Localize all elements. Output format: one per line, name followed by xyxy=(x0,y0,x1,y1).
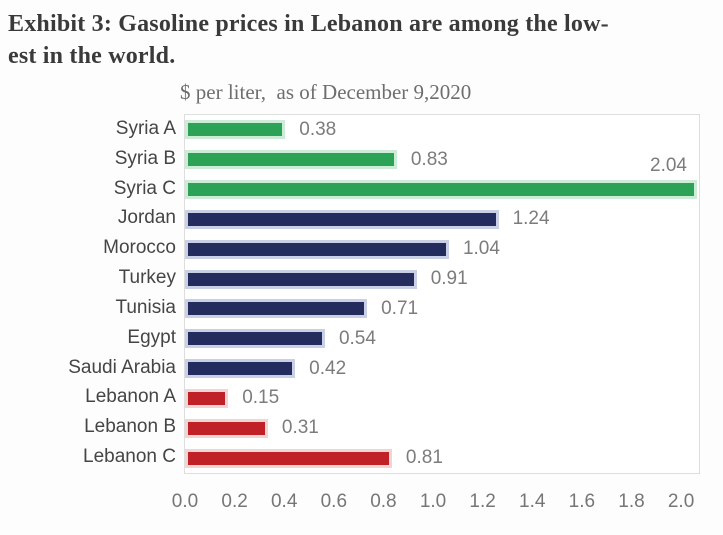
x-tick-label: 1.0 xyxy=(419,491,447,512)
value-label-lebanon-a: 0.15 xyxy=(242,387,280,409)
category-label-lebanon-b: Lebanon B xyxy=(84,416,176,438)
value-label-tunisia: 0.71 xyxy=(381,297,419,319)
bar-morocco xyxy=(185,239,449,259)
x-tick-label: 0.2 xyxy=(221,491,248,512)
value-label-lebanon-c: 0.81 xyxy=(405,447,443,469)
category-label-morocco: Morocco xyxy=(103,237,176,259)
bar-lebanon-b xyxy=(185,418,268,438)
bar-syria-c xyxy=(185,180,697,200)
category-label-syria-a: Syria A xyxy=(115,117,176,139)
chart-subtitle: $ per liter, as of December 9,2020 xyxy=(180,80,472,104)
x-tick-label: 0.0 xyxy=(171,491,199,512)
bar-syria-b xyxy=(185,150,397,170)
x-tick-label: 0.8 xyxy=(370,491,397,512)
value-label-syria-c: 2.04 xyxy=(650,155,687,177)
value-label-morocco: 1.04 xyxy=(462,238,500,260)
bar-lebanon-c xyxy=(185,448,392,468)
exhibit-title-line-1: Exhibit 3: Gasoline prices in Lebanon ar… xyxy=(8,11,609,37)
category-label-egypt: Egypt xyxy=(127,326,176,348)
bar-tunisia xyxy=(185,299,368,319)
exhibit-title-line-2: est in the world. xyxy=(8,43,176,69)
x-tick-label: 0.6 xyxy=(320,491,348,512)
bar-jordan xyxy=(185,209,499,229)
category-label-tunisia: Tunisia xyxy=(115,296,176,318)
bar-egypt xyxy=(185,329,325,349)
bar-lebanon-a xyxy=(185,388,229,408)
value-label-syria-a: 0.38 xyxy=(299,118,337,140)
category-label-turkey: Turkey xyxy=(118,267,176,289)
x-tick-label: 1.8 xyxy=(618,491,645,512)
category-label-lebanon-c: Lebanon C xyxy=(83,446,176,468)
bar-syria-a xyxy=(185,120,286,140)
x-tick-label: 1.2 xyxy=(469,491,496,512)
x-tick-label: 1.6 xyxy=(568,491,596,512)
x-tick-label: 2.0 xyxy=(667,491,695,512)
x-tick-label: 0.4 xyxy=(270,491,298,512)
bar-saudi-arabia xyxy=(185,359,296,379)
value-label-saudi-arabia: 0.42 xyxy=(309,357,347,379)
value-label-turkey: 0.91 xyxy=(430,268,468,290)
category-label-syria-b: Syria B xyxy=(114,147,176,169)
value-label-syria-b: 0.83 xyxy=(410,148,448,170)
exhibit-title: Exhibit 3: Gasoline prices in Lebanon ar… xyxy=(8,8,609,72)
x-axis: 0.0 0.2 0.4 0.6 0.8 1.0 1.2 1.4 1.6 1.8 2.0 xyxy=(172,490,701,516)
plot-area: 0.38 0.83 2.04 1.24 1.04 0.91 0.71 0.54 0.42 0.15… xyxy=(184,114,700,474)
category-label-saudi-arabia: Saudi Arabia xyxy=(68,356,176,378)
x-tick-label: 1.4 xyxy=(519,491,546,512)
category-label-lebanon-a: Lebanon A xyxy=(85,386,176,408)
value-label-jordan: 1.24 xyxy=(512,208,550,230)
bar-turkey xyxy=(185,269,417,289)
category-label-jordan: Jordan xyxy=(117,207,176,229)
value-label-lebanon-b: 0.31 xyxy=(281,417,319,439)
category-label-syria-c: Syria C xyxy=(113,177,176,199)
value-label-egypt: 0.54 xyxy=(338,327,376,349)
